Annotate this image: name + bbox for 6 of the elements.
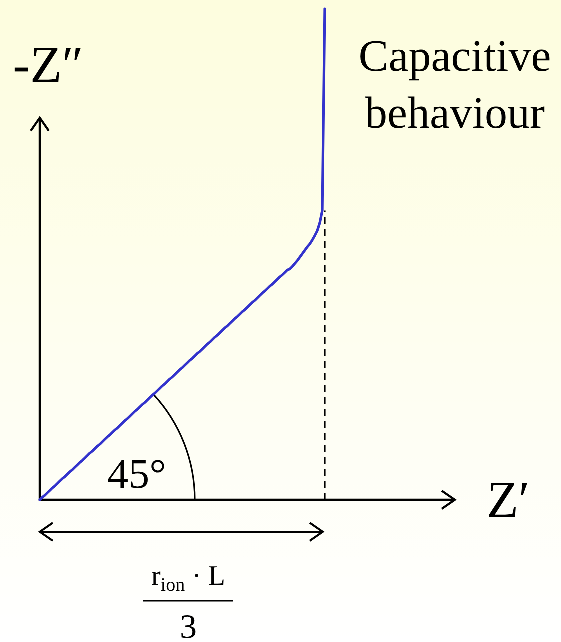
annotation: 45° bbox=[108, 452, 166, 498]
text: 3 bbox=[180, 609, 197, 642]
text: Capacitive behaviour bbox=[358, 31, 552, 138]
text: r$_{ion}$ · L bbox=[151, 561, 226, 596]
y-axis-title: -Z″ bbox=[13, 37, 84, 94]
x-axis-title: Z′ bbox=[487, 472, 530, 529]
